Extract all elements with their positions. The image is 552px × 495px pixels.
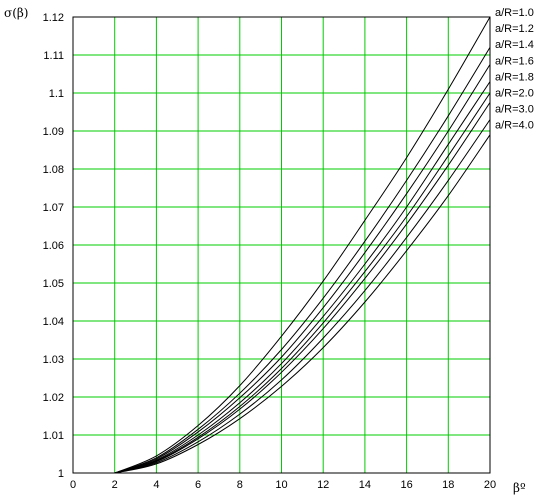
series-label: a/R=1.8: [495, 71, 534, 83]
y-tick-label: 1.02: [43, 392, 64, 404]
y-tick-label: 1: [58, 468, 64, 480]
y-tick-label: 1.09: [43, 126, 64, 138]
x-tick-label: 0: [70, 479, 76, 491]
x-tick-label: 18: [442, 479, 454, 491]
series-line: [114, 64, 491, 474]
x-tick-label: 20: [484, 479, 496, 491]
x-tick-label: 12: [317, 479, 329, 491]
series-line: [114, 134, 491, 474]
series-label: a/R=3.0: [495, 104, 534, 116]
y-tick-label: 1.05: [43, 278, 64, 290]
series-label: a/R=4.0: [495, 120, 534, 132]
series-label: a/R=1.2: [495, 23, 534, 35]
y-tick-label: 1.12: [43, 12, 64, 24]
series-label: a/R=1.6: [495, 55, 534, 67]
x-tick-label: 8: [237, 479, 243, 491]
y-tick-label: 1.07: [43, 202, 64, 214]
plot-frame: [72, 16, 491, 474]
chart-grid: [72, 16, 491, 474]
series-label: a/R=1.0: [495, 7, 534, 19]
x-tick-label: 10: [275, 479, 287, 491]
series-labels: a/R=1.0 a/R=1.2 a/R=1.4 a/R=1.6 a/R=1.8 a/R=2…: [495, 7, 534, 132]
x-tick-label: 14: [359, 479, 371, 491]
y-tick-label: 1.06: [43, 240, 64, 252]
y-tick-labels: 1 1.01 1.02 1.03 1.04 1.05 1.06 1.07 1.08 1.09 1.1…: [43, 12, 64, 480]
y-tick-label: 1.04: [43, 316, 64, 328]
series-line: [114, 119, 491, 474]
x-tick-label: 16: [400, 479, 412, 491]
x-tick-labels: 0 2 4 6 8 10 12 14 16 18 20: [70, 479, 496, 491]
x-tick-label: 6: [195, 479, 201, 491]
series-label: a/R=2.0: [495, 88, 534, 100]
series-label: a/R=1.4: [495, 39, 534, 51]
series-line: [114, 102, 491, 474]
series-line: [114, 81, 491, 474]
y-tick-label: 1.1: [49, 88, 64, 100]
y-tick-label: 1.03: [43, 354, 64, 366]
chart-series: [114, 16, 491, 474]
x-axis-label: βº: [513, 481, 526, 495]
x-tick-label: 4: [153, 479, 159, 491]
y-tick-label: 1.11: [43, 50, 64, 62]
series-line: [114, 92, 491, 474]
y-tick-label: 1.01: [43, 430, 64, 442]
y-tick-label: 1.08: [43, 164, 64, 176]
series-line: [114, 47, 491, 474]
series-line: [114, 16, 491, 474]
x-tick-label: 2: [112, 479, 118, 491]
y-axis-label: σ(β): [4, 6, 29, 20]
